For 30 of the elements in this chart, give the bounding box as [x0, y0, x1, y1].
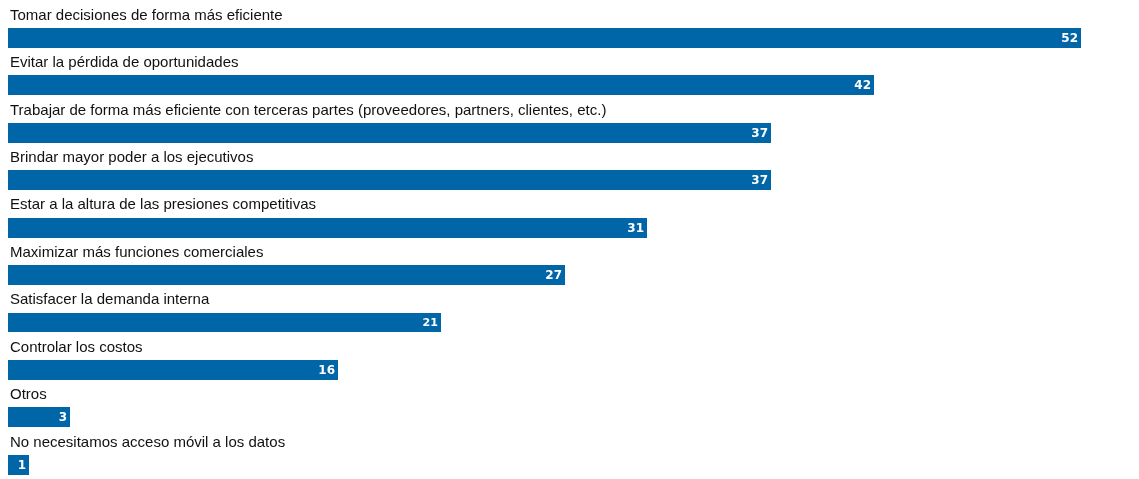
data-label: 37 — [751, 126, 768, 140]
bar — [8, 75, 874, 95]
data-label: 52 — [1061, 31, 1078, 45]
data-label: 37 — [751, 173, 768, 187]
data-label: 1 — [17, 458, 26, 472]
y-tick-label: Maximizar más funciones comerciales — [10, 243, 264, 260]
y-tick-label: No necesitamos acceso móvil a los datos — [10, 433, 286, 450]
data-label: 27 — [545, 268, 562, 282]
bar — [8, 265, 565, 285]
data-label: 42 — [854, 78, 871, 92]
y-tick-label: Evitar la pérdida de oportunidades — [10, 53, 239, 70]
bar — [8, 407, 70, 427]
bar — [8, 455, 29, 475]
data-label: 21 — [422, 316, 438, 330]
bar — [8, 170, 771, 190]
bar — [8, 218, 647, 238]
data-label: 16 — [318, 363, 335, 377]
data-label: 3 — [58, 410, 67, 424]
bar — [8, 360, 338, 380]
bar — [8, 313, 441, 332]
y-tick-label: Satisfacer la demanda interna — [10, 290, 210, 307]
data-label: 31 — [627, 221, 644, 235]
y-tick-label: Otros — [10, 385, 47, 402]
bar — [8, 123, 771, 143]
y-tick-label: Controlar los costos — [10, 338, 143, 355]
bar — [8, 28, 1081, 48]
y-tick-label: Brindar mayor poder a los ejecutivos — [10, 148, 254, 165]
y-tick-label: Estar a la altura de las presiones competitivas — [10, 195, 316, 212]
y-tick-label: Tomar decisiones de forma más eficiente — [10, 6, 283, 23]
y-tick-label: Trabajar de forma más eficiente con terceras partes (proveedores, partners, clientes, etc.) — [10, 101, 607, 118]
